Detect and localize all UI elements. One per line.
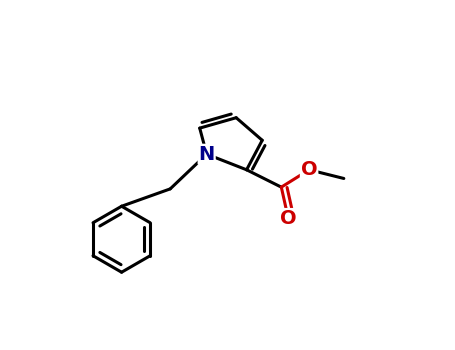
Text: O: O	[301, 160, 318, 179]
Text: O: O	[280, 209, 297, 228]
Text: N: N	[198, 145, 215, 164]
